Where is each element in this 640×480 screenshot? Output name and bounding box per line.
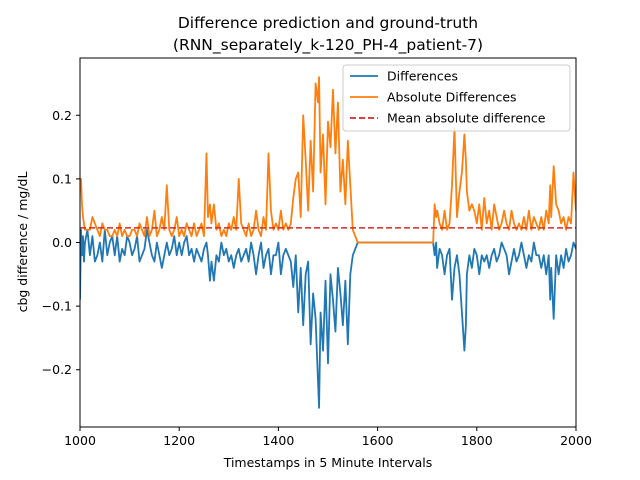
y-axis-label: cbg difference / mg/dL bbox=[15, 172, 30, 313]
x-axis-label: Timestamps in 5 Minute Intervals bbox=[223, 455, 433, 470]
x-tick-label: 1600 bbox=[362, 433, 394, 448]
y-tick-label: −0.2 bbox=[42, 362, 72, 377]
x-axis: 1000 1200 1400 1600 1800 2000 bbox=[64, 427, 592, 448]
x-tick-label: 1000 bbox=[64, 433, 96, 448]
series-layer bbox=[80, 76, 576, 409]
x-tick-label: 2000 bbox=[560, 433, 592, 448]
series-line-1 bbox=[80, 76, 576, 244]
y-axis: −0.2 −0.1 0.0 0.1 0.2 bbox=[42, 108, 80, 377]
plot-area bbox=[79, 57, 577, 428]
y-tick-label: −0.1 bbox=[42, 299, 72, 314]
legend-box bbox=[342, 64, 571, 132]
x-tick-label: 1200 bbox=[163, 433, 195, 448]
chart-subtitle: (RNN_separately_k-120_PH-4_patient-7) bbox=[173, 36, 483, 55]
legend-label-2: Mean absolute difference bbox=[387, 111, 546, 126]
chart-title: Difference prediction and ground-truth bbox=[178, 14, 478, 32]
series-line-0 bbox=[80, 228, 576, 409]
y-tick-label: 0.1 bbox=[52, 171, 72, 186]
legend-label-0: Differences bbox=[387, 69, 458, 84]
y-tick-label: 0.0 bbox=[52, 235, 72, 250]
legend: Differences Absolute Differences Mean abso… bbox=[342, 64, 571, 132]
x-tick-label: 1400 bbox=[262, 433, 294, 448]
x-tick-label: 1800 bbox=[461, 433, 493, 448]
legend-label-1: Absolute Differences bbox=[387, 90, 517, 105]
y-tick-label: 0.2 bbox=[52, 108, 72, 123]
